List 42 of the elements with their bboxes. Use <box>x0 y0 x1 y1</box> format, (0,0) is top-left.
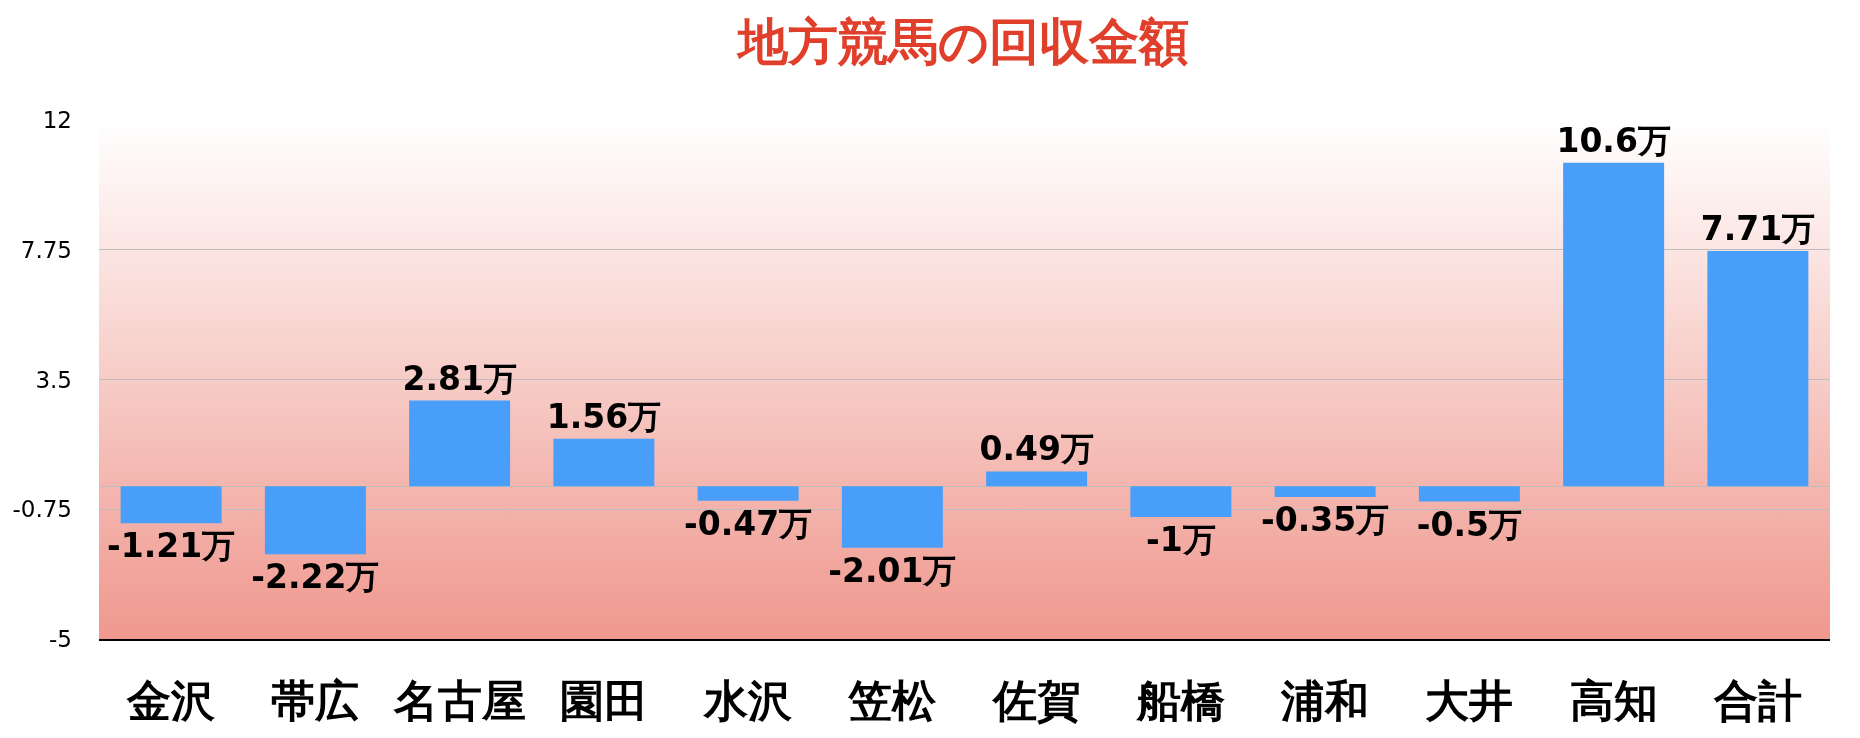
bar <box>264 486 366 555</box>
x-tick-label: 佐賀 <box>990 674 1081 726</box>
y-tick-label: 7.75 <box>20 236 72 263</box>
y-tick-label: -5 <box>49 626 72 653</box>
bar <box>986 471 1088 487</box>
data-label: -1.21万 <box>107 526 236 566</box>
bar <box>409 400 511 487</box>
data-label: -2.22万 <box>251 557 380 597</box>
y-tick-label: 12 <box>42 107 72 134</box>
x-tick-label: 園田 <box>559 674 648 726</box>
data-label: 7.71万 <box>1700 208 1816 248</box>
bar <box>1274 486 1376 498</box>
data-label: 0.49万 <box>979 429 1094 469</box>
bar <box>841 486 943 548</box>
x-tick-label: 船橋 <box>1135 674 1225 726</box>
bar <box>1563 162 1665 487</box>
bar <box>1707 250 1809 487</box>
data-label: -0.35万 <box>1261 500 1390 540</box>
y-tick-label: 3.5 <box>35 366 72 393</box>
data-label: 10.6万 <box>1556 120 1671 160</box>
data-label: -0.47万 <box>684 503 813 543</box>
data-label: 1.56万 <box>546 396 662 436</box>
bar <box>1130 486 1232 517</box>
x-tick-label: 帯広 <box>271 674 360 726</box>
y-tick-label: -0.75 <box>12 496 72 523</box>
x-tick-label: 金沢 <box>126 674 216 726</box>
data-label: 2.81万 <box>402 358 517 398</box>
bar <box>553 438 655 487</box>
bar <box>697 486 799 501</box>
x-tick-label: 大井 <box>1425 674 1514 726</box>
bar <box>120 486 222 524</box>
x-tick-label: 笠松 <box>847 674 938 726</box>
x-tick-label: 合計 <box>1712 674 1802 726</box>
data-label: -2.01万 <box>828 550 957 590</box>
x-tick-label: 浦和 <box>1280 674 1370 726</box>
bar <box>1418 486 1520 502</box>
data-label: -0.5万 <box>1416 504 1522 544</box>
x-tick-label: 名古屋 <box>392 674 526 726</box>
x-tick-label: 水沢 <box>702 674 793 726</box>
data-label: -1万 <box>1146 519 1216 559</box>
chart-title: 地方競馬の回収金額 <box>736 12 1189 71</box>
x-tick-label: 高知 <box>1569 674 1658 726</box>
